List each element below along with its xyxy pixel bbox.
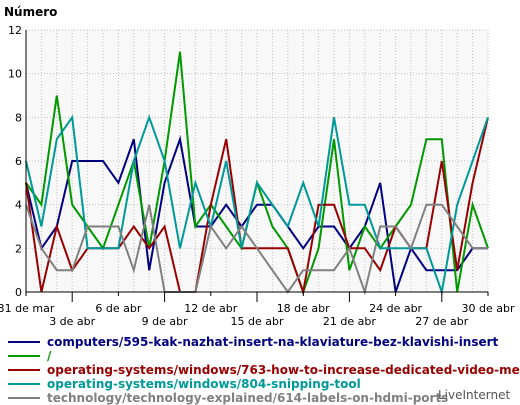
x-tick-label: 9 de abr: [142, 315, 188, 328]
legend-label: /: [47, 349, 52, 363]
y-tick-label: 12: [8, 24, 22, 37]
x-tick-label: 18 de abr: [277, 302, 330, 315]
liveinternet-watermark: LiveInternet: [438, 388, 510, 402]
legend-label: technology/technology-explained/614-labe…: [47, 391, 448, 405]
legend-label: computers/595-kak-nazhat-insert-na-klavi…: [47, 335, 499, 349]
x-tick-label: 12 de abr: [184, 302, 237, 315]
x-tick-label: 31 de mar: [0, 302, 55, 315]
x-tick-label: 3 de abr: [49, 315, 95, 328]
y-tick-label: 0: [15, 286, 22, 299]
y-tick-label: 4: [15, 199, 22, 212]
y-tick-label: 6: [15, 155, 22, 168]
x-tick-label: 24 de abr: [369, 302, 422, 315]
series-lines: [25, 51, 489, 296]
x-tick-label: 30 de abr: [462, 302, 515, 315]
series-line-5: [25, 203, 488, 296]
y-tick-label: 8: [15, 111, 22, 124]
x-tick-label: 15 de abr: [231, 315, 284, 328]
y-axis-title: Número: [4, 5, 57, 19]
x-tick-label: 27 de abr: [415, 315, 468, 328]
legend-label: operating-systems/windows/763-how-to-inc…: [47, 363, 520, 377]
x-tick-label: 21 de abr: [323, 315, 376, 328]
y-tick-label: 10: [8, 68, 22, 81]
x-tick-label: 6 de abr: [95, 302, 141, 315]
y-tick-label: 2: [15, 242, 22, 255]
legend: computers/595-kak-nazhat-insert-na-klavi…: [8, 335, 520, 405]
legend-label: operating-systems/windows/804-snipping-t…: [47, 377, 361, 391]
